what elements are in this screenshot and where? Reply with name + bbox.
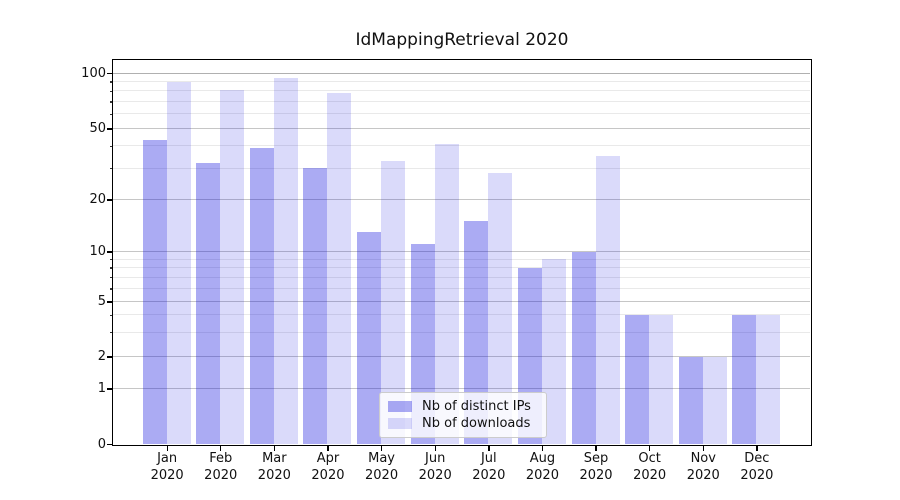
- x-tick: [488, 446, 490, 451]
- x-tick: [380, 446, 383, 451]
- gridline-y-major: [113, 356, 810, 357]
- gridline-y-minor: [113, 113, 810, 115]
- y-tick-label: 50: [89, 121, 106, 136]
- bar-downloads: [166, 82, 191, 444]
- gridline-y-minor: [113, 276, 810, 278]
- gridline-y-major: [113, 199, 810, 200]
- legend: Nb of distinct IPs Nb of downloads: [379, 392, 547, 438]
- y-minor-tick: [109, 267, 112, 269]
- bar-distinct-ips: [571, 251, 596, 444]
- y-minor-tick: [109, 332, 112, 334]
- bar-distinct-ips: [142, 140, 167, 444]
- gridline-y-minor: [113, 90, 810, 92]
- gridline-y-major: [113, 388, 810, 389]
- gridline-y-major: [113, 251, 810, 252]
- gridline-y-minor: [113, 145, 810, 147]
- gridline-y-minor: [113, 80, 810, 82]
- x-tick: [702, 446, 704, 451]
- gridline-y-major: [113, 128, 810, 129]
- bar-distinct-ips: [303, 168, 328, 444]
- legend-swatch-distinct-ips-icon: [388, 401, 412, 412]
- y-tick: [107, 128, 112, 130]
- plot-area: [112, 59, 812, 446]
- y-tick-label: 2: [97, 349, 106, 364]
- gridline-y-major: [113, 72, 810, 74]
- y-minor-tick: [109, 259, 112, 261]
- x-tick: [166, 446, 168, 451]
- y-tick: [107, 72, 112, 75]
- gridline-y-minor: [113, 287, 810, 289]
- bar-distinct-ips: [732, 314, 757, 444]
- legend-swatch-downloads-icon: [388, 418, 412, 429]
- y-tick-label: 100: [81, 65, 106, 81]
- y-minor-tick: [109, 167, 112, 170]
- gridline-y-minor: [113, 101, 810, 103]
- gridline-y-minor: [113, 314, 810, 316]
- x-tick-label: Feb 2020: [204, 451, 238, 483]
- x-tick: [649, 446, 651, 451]
- x-tick: [434, 446, 436, 451]
- x-tick-label: Dec 2020: [740, 451, 774, 483]
- y-tick-label: 0: [97, 436, 106, 452]
- x-tick-label: Oct 2020: [633, 451, 667, 483]
- legend-row-downloads: Nb of downloads: [388, 415, 538, 432]
- x-tick-label: May 2020: [365, 451, 399, 483]
- y-minor-tick: [109, 314, 112, 317]
- x-tick-label: Mar 2020: [257, 451, 291, 483]
- x-tick: [756, 446, 758, 451]
- bar-distinct-ips: [357, 231, 382, 444]
- x-tick-label: Jul 2020: [472, 451, 506, 483]
- gridline-y-minor: [113, 258, 810, 260]
- y-tick-label: 10: [89, 244, 106, 259]
- y-minor-tick: [109, 277, 112, 279]
- bar-downloads: [702, 356, 727, 444]
- x-tick-label: Sep 2020: [579, 451, 613, 483]
- x-tick: [595, 446, 597, 451]
- y-tick-label: 5: [97, 294, 106, 309]
- legend-label-distinct-ips: Nb of distinct IPs: [422, 399, 531, 414]
- x-tick-label: Jan 2020: [150, 451, 184, 483]
- y-tick: [107, 356, 112, 358]
- y-minor-tick: [109, 113, 112, 116]
- x-tick: [541, 446, 544, 451]
- x-tick: [327, 446, 329, 451]
- bar-distinct-ips: [196, 163, 221, 444]
- x-tick: [273, 446, 276, 451]
- x-tick-label: Nov 2020: [686, 451, 720, 483]
- gridline-y-minor: [113, 331, 810, 333]
- bar-downloads: [273, 77, 298, 444]
- bar-downloads: [649, 314, 674, 444]
- x-tick: [220, 446, 222, 451]
- y-minor-tick: [109, 288, 112, 290]
- x-tick-label: Aug 2020: [525, 451, 559, 483]
- y-tick: [107, 443, 112, 446]
- y-tick-label: 20: [89, 192, 106, 207]
- y-minor-tick: [109, 145, 112, 147]
- y-tick: [107, 301, 112, 303]
- chart-title: IdMappingRetrieval 2020: [355, 30, 569, 50]
- bar-distinct-ips: [249, 147, 274, 444]
- legend-label-downloads: Nb of downloads: [422, 416, 531, 431]
- bar-distinct-ips: [625, 314, 650, 444]
- y-tick-label: 1: [97, 381, 106, 396]
- bar-downloads: [756, 314, 781, 444]
- y-minor-tick: [109, 90, 112, 93]
- x-tick-label: Apr 2020: [311, 451, 345, 483]
- bar-downloads: [220, 89, 245, 444]
- y-minor-tick: [109, 101, 112, 103]
- legend-row-distinct-ips: Nb of distinct IPs: [388, 398, 538, 415]
- x-tick-label: Jun 2020: [418, 451, 452, 483]
- y-tick: [107, 388, 112, 390]
- gridline-y-major: [113, 301, 810, 302]
- bar-distinct-ips: [678, 356, 703, 444]
- gridline-y-minor: [113, 167, 810, 169]
- gridline-y-minor: [113, 267, 810, 269]
- y-tick: [107, 199, 112, 201]
- y-tick: [107, 251, 112, 253]
- y-minor-tick: [109, 81, 112, 83]
- bar-downloads: [327, 92, 352, 444]
- bar-downloads: [595, 156, 620, 444]
